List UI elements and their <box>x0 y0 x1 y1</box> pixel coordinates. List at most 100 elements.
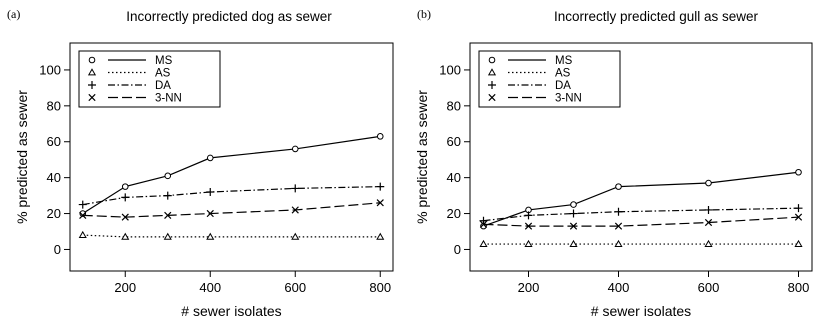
y-tick-label: 100 <box>39 62 61 77</box>
plot-frame <box>469 42 813 272</box>
data-point-as <box>376 232 385 240</box>
data-point-3-nn <box>291 206 299 214</box>
series-line-3-nn <box>483 216 799 227</box>
x-axis-label: # sewer isolates <box>591 303 691 319</box>
x-tick-label: 200 <box>518 280 540 295</box>
data-point-3-nn <box>614 222 623 230</box>
data-point-3-nn <box>524 222 533 230</box>
x-tick-label: 600 <box>284 280 306 295</box>
data-point-ms <box>206 154 214 162</box>
data-point-da <box>479 216 488 225</box>
x-tick-label: 800 <box>788 280 810 295</box>
data-point-ms <box>570 201 577 208</box>
data-point-ms <box>795 168 802 176</box>
data-point-ms <box>705 179 712 187</box>
series-line-da <box>483 207 799 222</box>
y-tick-label: 20 <box>47 206 61 221</box>
y-tick-label: 80 <box>47 98 61 113</box>
chart-panel-b: (b) Incorrectly predicted gull as sewer 0 2… <box>410 0 817 320</box>
x-tick-label: 200 <box>114 280 136 295</box>
legend-label: DA <box>155 80 171 92</box>
chart-b-svg: (b) Incorrectly predicted gull as sewer 0 2… <box>414 7 813 319</box>
data-point-da <box>121 193 130 202</box>
y-tick-label: 100 <box>439 62 461 77</box>
legend-marker-ms <box>88 56 96 64</box>
legend-box <box>78 50 221 108</box>
panel-label: (b) <box>417 7 431 21</box>
legend-marker-da <box>488 81 496 89</box>
y-tick-label: 0 <box>454 242 461 257</box>
data-point-3-nn <box>79 211 87 219</box>
legend-marker-da <box>88 81 96 89</box>
data-point-da <box>614 207 623 216</box>
data-point-ms <box>164 172 172 180</box>
data-point-3-nn <box>121 213 129 221</box>
data-point-as <box>206 232 215 240</box>
chart-title: Incorrectly predicted gull as sewer <box>554 9 759 24</box>
data-point-ms <box>291 145 299 153</box>
panel-label: (a) <box>7 7 20 21</box>
data-point-3-nn <box>206 209 214 218</box>
legend-marker-ms <box>488 56 496 64</box>
data-point-as <box>121 232 130 240</box>
data-point-da <box>163 191 172 200</box>
y-tick-label: 60 <box>47 134 61 149</box>
legend-label: AS <box>555 68 571 80</box>
data-point-3-nn <box>704 218 713 227</box>
data-point-3-nn <box>794 213 803 221</box>
data-point-da <box>291 184 300 193</box>
legend-marker-3-nn <box>488 93 496 102</box>
y-tick-label: 40 <box>447 170 461 185</box>
series-line-3-nn <box>82 202 381 218</box>
legend-marker-as <box>87 68 97 76</box>
legend-label: 3-NN <box>555 93 582 105</box>
legend-label: 3-NN <box>155 93 182 105</box>
data-point-as <box>479 239 488 247</box>
data-point-ms <box>121 183 129 190</box>
data-point-3-nn <box>164 211 172 219</box>
plot-frame <box>69 42 394 272</box>
data-point-as <box>794 239 803 247</box>
y-tick-label: 0 <box>54 242 61 257</box>
data-point-3-nn <box>569 222 578 230</box>
legend-marker-as <box>487 68 497 76</box>
series-line-ms <box>483 171 799 227</box>
chart-panel-a: (a) Incorrectly predicted dog as sewer 0 20… <box>7 7 394 319</box>
data-point-ms <box>376 133 384 140</box>
data-point-da <box>524 211 533 220</box>
data-point-as <box>291 232 300 240</box>
x-tick-label: 800 <box>369 280 391 295</box>
data-point-as <box>163 232 172 240</box>
legend-label: MS <box>555 55 573 67</box>
data-point-da <box>206 188 215 197</box>
data-point-ms <box>615 183 622 190</box>
data-point-da <box>704 205 713 214</box>
data-point-da <box>376 182 385 191</box>
y-axis-label: % predicted as sewer <box>14 90 30 224</box>
y-axis-label: % predicted as sewer <box>414 90 430 224</box>
legend-label: DA <box>555 80 571 92</box>
y-tick-label: 80 <box>447 98 461 113</box>
y-tick-label: 20 <box>447 206 461 221</box>
legend-marker-3-nn <box>88 93 96 102</box>
x-tick-label: 600 <box>698 280 720 295</box>
series-line-da <box>82 186 381 206</box>
chart-title: Incorrectly predicted dog as sewer <box>126 9 332 24</box>
legend-label: AS <box>155 68 171 80</box>
data-point-3-nn <box>376 199 384 207</box>
x-axis-label: # sewer isolates <box>181 303 281 319</box>
data-point-as <box>78 230 87 238</box>
data-point-da <box>569 209 578 218</box>
y-tick-label: 60 <box>447 134 461 149</box>
series-line-ms <box>82 135 381 215</box>
data-point-as <box>614 239 623 247</box>
legend-label: MS <box>155 55 173 67</box>
x-tick-label: 400 <box>199 280 221 295</box>
data-point-as <box>524 239 533 247</box>
x-tick-label: 400 <box>608 280 630 295</box>
chart-a-svg: (a) Incorrectly predicted dog as sewer 0 20… <box>7 7 394 319</box>
legend-box <box>478 50 621 108</box>
y-tick-label: 40 <box>47 170 61 185</box>
data-point-as <box>569 239 578 247</box>
data-point-da <box>794 204 803 213</box>
